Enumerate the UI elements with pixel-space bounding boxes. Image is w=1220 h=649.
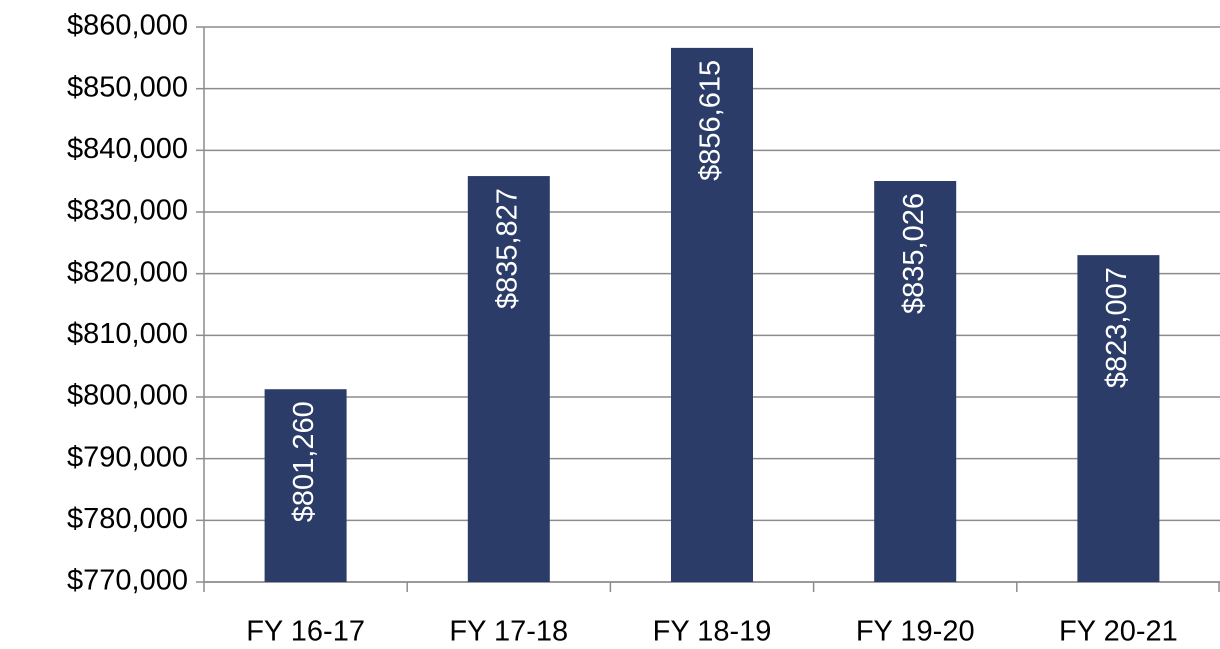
bar: [1077, 255, 1160, 582]
bar: [874, 181, 957, 582]
y-tick-label: $840,000: [67, 133, 188, 165]
x-tick-label: FY 17-18: [449, 616, 568, 648]
y-tick-label: $810,000: [67, 318, 188, 350]
value-label: $801,260: [288, 401, 320, 522]
value-label: $835,827: [491, 188, 523, 309]
y-tick-label: $790,000: [67, 441, 188, 473]
bar: [671, 47, 753, 583]
value-label: $823,007: [1101, 267, 1133, 388]
y-tick-label: $850,000: [67, 71, 188, 103]
y-tick-label: $820,000: [67, 256, 188, 288]
x-tick-label: FY 19-20: [856, 616, 975, 648]
y-tick-label: $800,000: [67, 380, 188, 412]
x-tick-label: FY 20-21: [1059, 616, 1178, 648]
x-tick-label: FY 16-17: [246, 616, 365, 648]
bar: [264, 389, 347, 582]
y-tick-label: $780,000: [67, 503, 188, 535]
y-tick-label: $770,000: [67, 565, 188, 597]
y-tick-label: $830,000: [67, 195, 188, 227]
bar: [467, 176, 550, 582]
value-label: $856,615: [695, 60, 727, 181]
value-label: $835,026: [898, 193, 930, 314]
x-tick-label: FY 18-19: [653, 616, 772, 648]
y-tick-label: $860,000: [67, 10, 188, 42]
